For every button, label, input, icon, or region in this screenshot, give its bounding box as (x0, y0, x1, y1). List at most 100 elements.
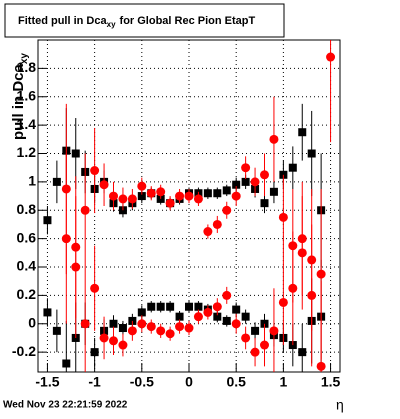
point (241, 163, 251, 173)
point (99, 180, 109, 190)
point (156, 187, 166, 197)
point (109, 319, 118, 328)
point (288, 163, 297, 172)
point (298, 348, 307, 357)
point (269, 134, 279, 144)
point (231, 191, 241, 201)
point (185, 302, 193, 311)
y-tick-label: 1.6 (17, 87, 37, 103)
point (175, 312, 184, 321)
point (184, 323, 194, 333)
point (156, 326, 166, 336)
point (52, 177, 61, 186)
point (165, 329, 175, 339)
point (194, 302, 203, 311)
title-rest: for Global Rec Pion EtapT (120, 15, 256, 27)
point (80, 319, 90, 329)
point (316, 269, 326, 279)
point (43, 216, 52, 225)
x-tick-label: 1.5 (321, 374, 341, 390)
point (307, 290, 317, 300)
point (232, 180, 241, 189)
point (71, 262, 81, 272)
point (90, 166, 100, 176)
point (118, 194, 128, 204)
x-tick-label: -0.5 (130, 374, 154, 390)
x-tick-label: 0.5 (226, 374, 246, 390)
point (222, 205, 232, 215)
point (203, 227, 213, 237)
y-axis-label: pull in Dcaxy (10, 53, 30, 140)
y-tick-label: 1 (28, 173, 36, 189)
title-box (4, 3, 285, 38)
point (241, 333, 251, 343)
x-tick-label: 1 (279, 374, 287, 390)
x-tick-label: 0 (185, 374, 193, 390)
point (175, 191, 185, 201)
point (297, 248, 307, 258)
point (137, 319, 147, 329)
title-main: Fitted pull in Dca (18, 15, 107, 27)
y-label-main: pull in Dca (10, 64, 27, 141)
point (62, 359, 71, 368)
point (71, 149, 80, 158)
point (212, 302, 222, 312)
x-tick-label: -1 (88, 374, 101, 390)
chart-title: Fitted pull in Dcaxy for Global Rec Pion … (18, 15, 255, 29)
point (213, 312, 222, 321)
point (307, 149, 316, 158)
point (298, 128, 307, 137)
point (146, 322, 156, 332)
point (127, 194, 137, 204)
point (260, 170, 269, 180)
y-tick-label: 0 (28, 314, 36, 330)
point (316, 361, 326, 371)
point (137, 192, 146, 201)
point (222, 290, 232, 300)
point (222, 316, 231, 325)
point (52, 326, 61, 335)
point (193, 312, 203, 322)
y-tick-label: 0.8 (17, 201, 37, 217)
point (203, 189, 212, 198)
point (118, 324, 127, 333)
point (232, 305, 241, 314)
point (231, 319, 241, 329)
point (146, 188, 156, 198)
point (269, 187, 278, 196)
point (222, 186, 231, 195)
point (175, 322, 185, 332)
point (109, 336, 118, 346)
point (278, 297, 288, 307)
x-tick-label: -1.5 (35, 374, 59, 390)
point (260, 340, 269, 350)
point (193, 194, 203, 204)
point (184, 191, 194, 201)
point (212, 219, 222, 229)
y-tick-label: 0.6 (17, 229, 37, 245)
y-label-sub: xy (19, 53, 30, 65)
point (156, 302, 165, 311)
point (251, 326, 260, 335)
y-tick-label: 1.4 (17, 116, 37, 132)
y-tick-label: -0.2 (12, 343, 36, 359)
point (99, 333, 109, 343)
point (43, 308, 52, 317)
point (288, 283, 298, 293)
point (278, 212, 288, 222)
x-axis-label: η (336, 397, 344, 413)
point (250, 347, 260, 357)
point (118, 340, 128, 350)
point (269, 326, 279, 336)
point (250, 177, 260, 187)
point (127, 326, 137, 336)
point (166, 302, 175, 311)
y-tick-label: 0.2 (17, 286, 37, 302)
point (213, 189, 222, 198)
point (165, 198, 175, 208)
point (203, 307, 213, 317)
footer: Wed Nov 23 22:21:59 2022 (3, 400, 128, 411)
point (326, 52, 336, 62)
point (241, 312, 250, 321)
